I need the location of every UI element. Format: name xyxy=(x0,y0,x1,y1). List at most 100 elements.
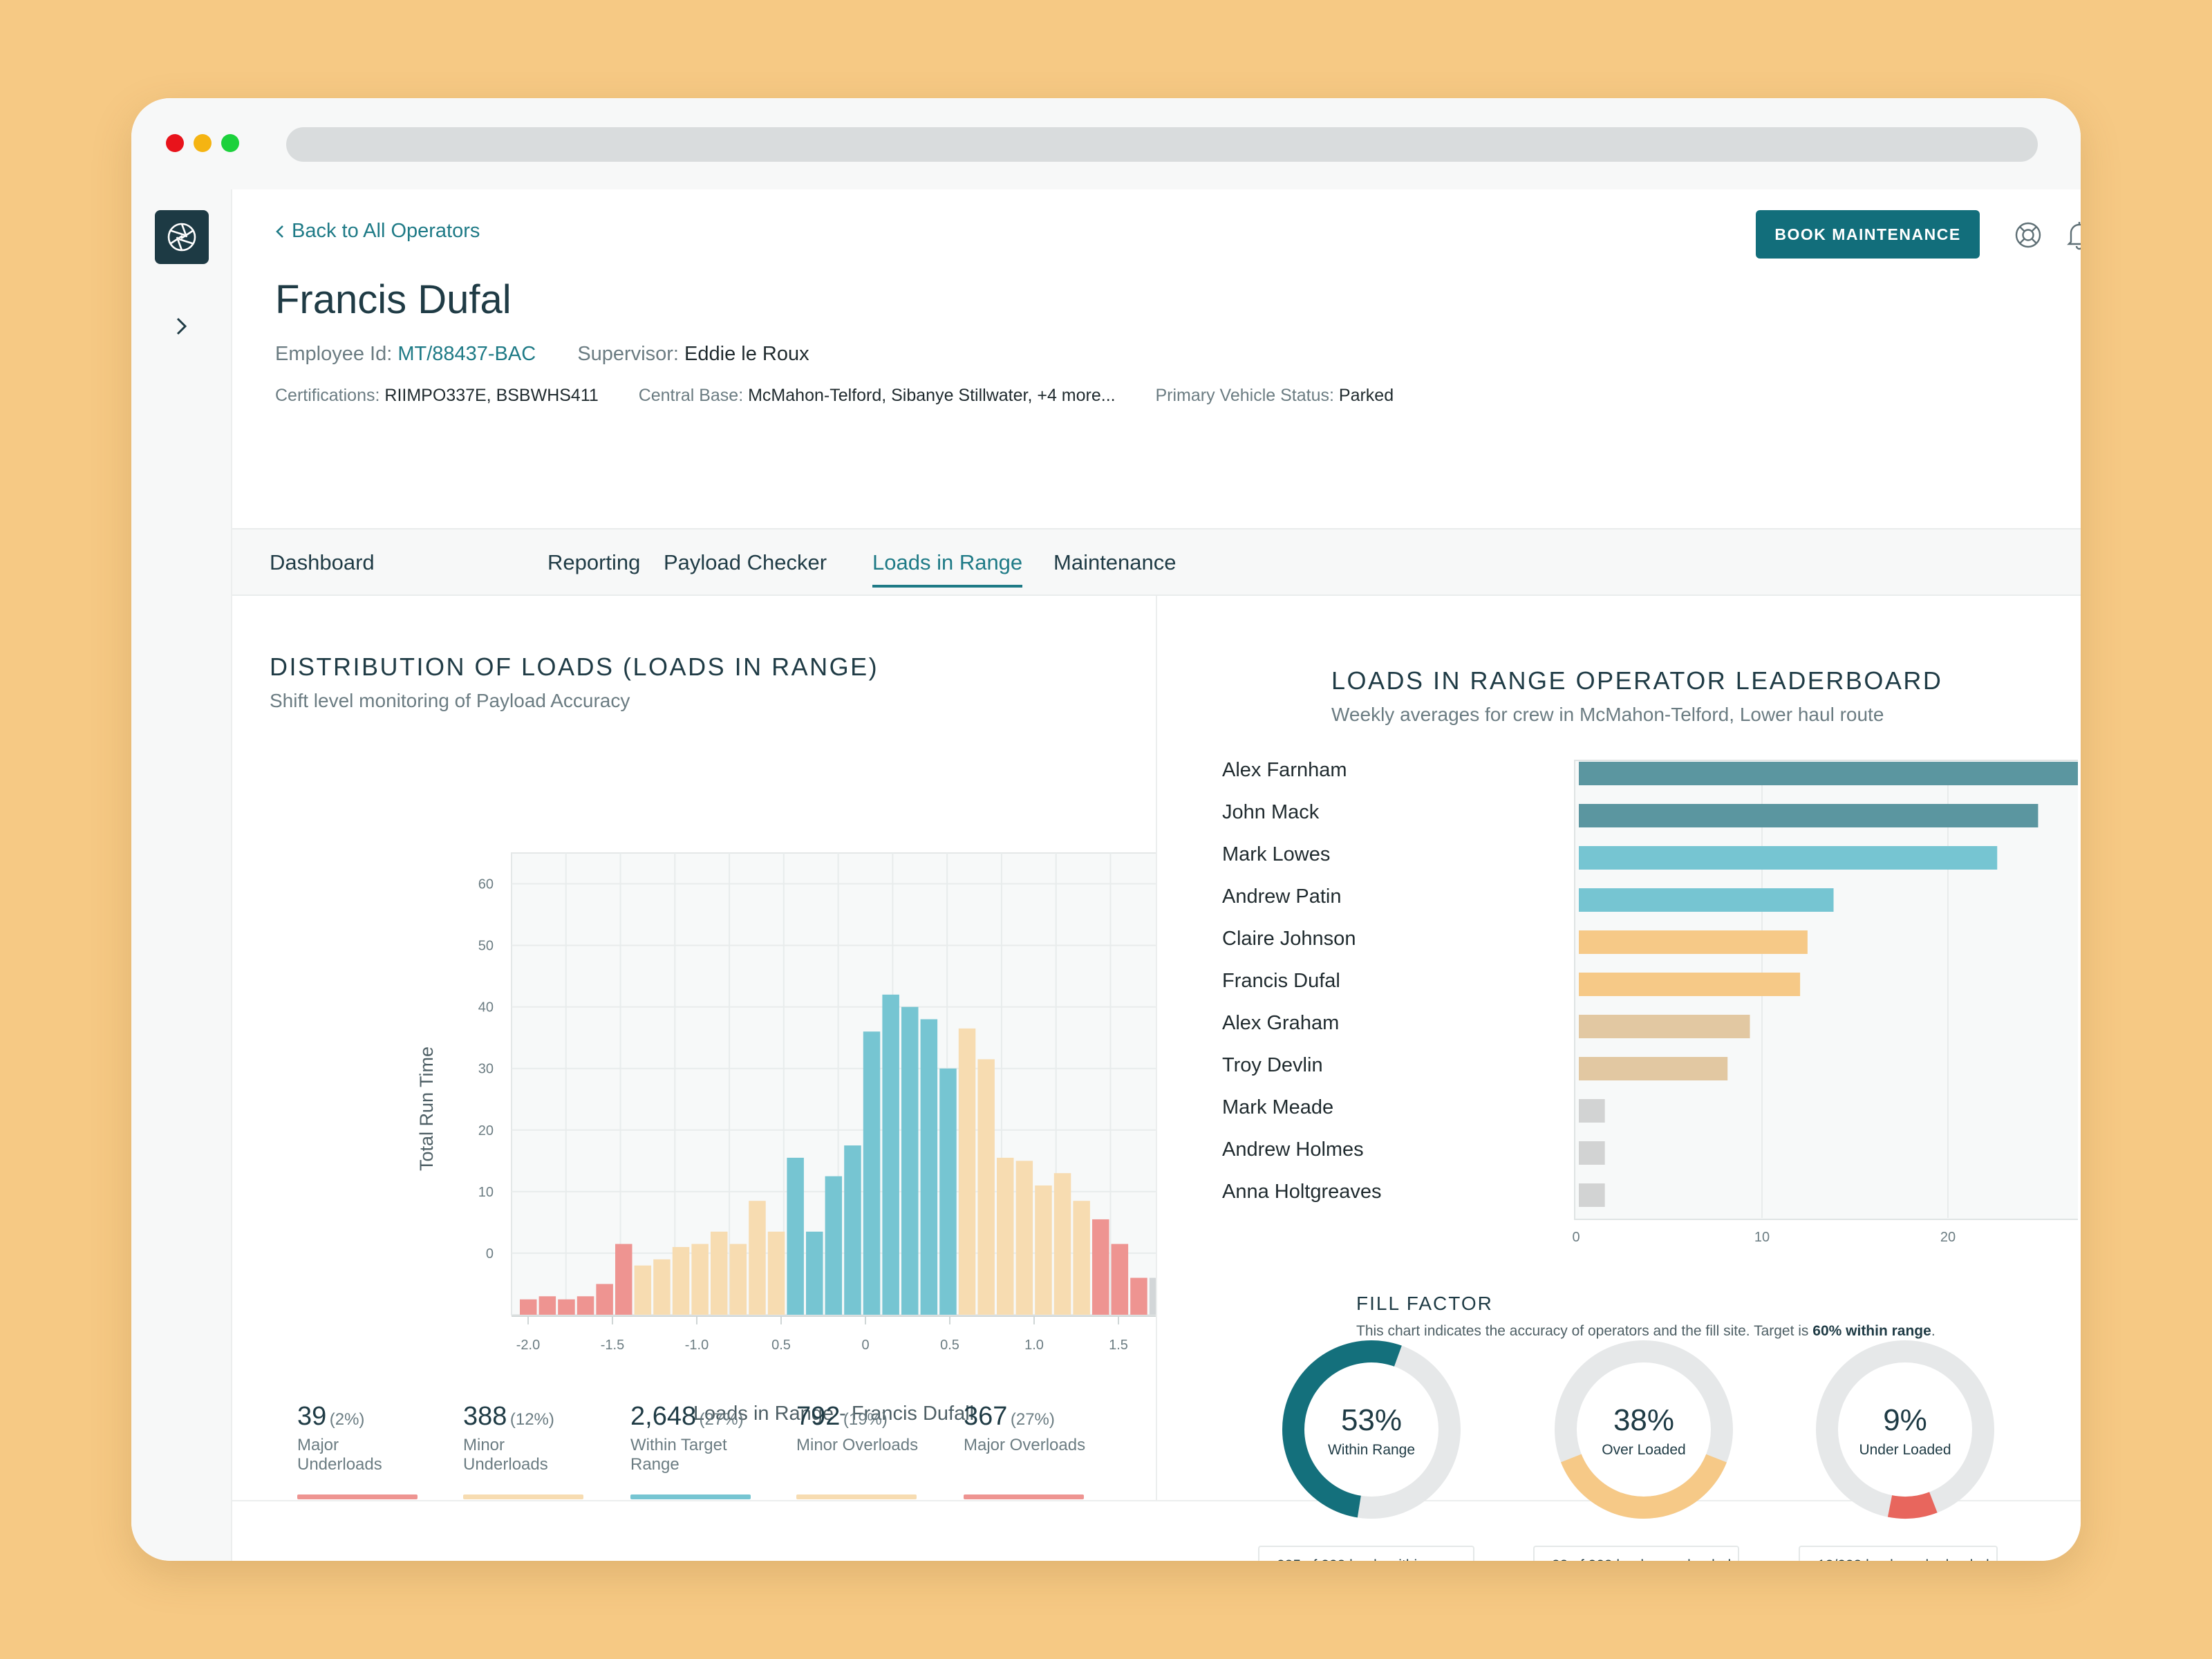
leaderboard-bar xyxy=(1579,762,2078,785)
fill-factor-donut xyxy=(1816,1340,1994,1519)
distribution-ylabel: Total Run Time xyxy=(416,1047,437,1171)
leaderboard-operator-name[interactable]: Alex Farnham xyxy=(1222,759,1347,781)
histogram-bar xyxy=(596,1284,613,1315)
stat-color-bar xyxy=(630,1494,751,1499)
leaderboard-operator-name[interactable]: Andrew Patin xyxy=(1222,885,1342,908)
histogram-bar xyxy=(1073,1201,1090,1315)
main-content: Back to All Operators Francis Dufal Empl… xyxy=(232,189,2081,1561)
employee-id-label: Employee Id: xyxy=(275,343,393,365)
stat-color-bar xyxy=(964,1494,1084,1499)
leaderboard-bar xyxy=(1579,1141,1605,1165)
minimize-window-button[interactable] xyxy=(194,134,212,152)
leaderboard-bar xyxy=(1579,846,1998,870)
donut-summary-pill: 285 of 328 loads within range xyxy=(1258,1546,1475,1561)
operator-name: Francis Dufal xyxy=(275,277,512,322)
close-window-button[interactable] xyxy=(166,134,184,152)
notifications-button[interactable] xyxy=(2063,218,2081,252)
donut-center-label: 53% Within Range xyxy=(1302,1403,1441,1459)
book-maintenance-button[interactable]: BOOK MAINTENANCE xyxy=(1756,210,1980,259)
app-logo[interactable] xyxy=(155,210,209,264)
pill-text: 88 of 328 loads over loaded xyxy=(1552,1557,1731,1561)
x-tick-label: 0 xyxy=(861,1338,869,1353)
chevron-right-icon xyxy=(176,317,187,335)
expand-sidebar-button[interactable] xyxy=(167,312,195,340)
leaderboard-operator-name[interactable]: Mark Lowes xyxy=(1222,843,1331,865)
histogram-bar xyxy=(1092,1219,1109,1315)
donut-percent: 38% xyxy=(1613,1403,1675,1437)
y-tick-label: 10 xyxy=(478,1185,494,1200)
x-tick-label: -2.0 xyxy=(516,1338,540,1353)
histogram-bar xyxy=(691,1244,709,1315)
help-button[interactable] xyxy=(2012,218,2045,252)
bell-icon xyxy=(2067,222,2081,250)
leaderboard-operator-name[interactable]: Francis Dufal xyxy=(1222,970,1340,992)
supervisor-label: Supervisor: xyxy=(577,343,679,365)
tab-payload-checker[interactable]: Payload Checker xyxy=(664,550,827,574)
histogram-bar xyxy=(806,1231,823,1315)
leaderboard-subtitle: Weekly averages for crew in McMahon-Telf… xyxy=(1331,704,1884,725)
distribution-title: DISTRIBUTION OF LOADS (LOADS IN RANGE) xyxy=(270,653,879,681)
operator-meta-secondary: Certifications: RIIMPO337E, BSBWHS411 Ce… xyxy=(275,386,1394,406)
y-tick-label: 40 xyxy=(478,1000,494,1015)
y-tick-label: 50 xyxy=(478,939,494,954)
tab-maintenance[interactable]: Maintenance xyxy=(1053,550,1177,574)
footer-divider xyxy=(232,1500,2081,1501)
leaderboard-operator-name[interactable]: Alex Graham xyxy=(1222,1012,1340,1034)
leaderboard-bar xyxy=(1579,804,2038,827)
leaderboard-bar xyxy=(1579,1099,1605,1123)
fill-factor-target: 60% within range xyxy=(1812,1323,1931,1339)
histogram-bar xyxy=(787,1157,804,1315)
leaderboard-operator-name[interactable]: Andrew Holmes xyxy=(1222,1138,1364,1161)
x-tick-label: 0 xyxy=(1572,1230,1580,1245)
tab-reporting[interactable]: Reporting xyxy=(547,550,641,574)
stat-count: 388 xyxy=(463,1402,507,1431)
histogram-bar xyxy=(729,1244,747,1315)
donut-segment xyxy=(1555,1340,1733,1519)
x-tick-label: 20 xyxy=(1940,1230,1956,1245)
tab-loads-in-range[interactable]: Loads in Range xyxy=(872,550,1023,588)
x-tick-label: -1.0 xyxy=(685,1338,709,1353)
donut-caption: Over Loaded xyxy=(1602,1442,1686,1458)
address-bar[interactable] xyxy=(286,127,2038,162)
load-stat: 792 (19%) Minor Overloads xyxy=(796,1402,921,1499)
stat-percent: (2%) xyxy=(329,1410,365,1429)
donut-percent: 53% xyxy=(1340,1403,1403,1437)
donut-segment xyxy=(1816,1340,1994,1519)
leaderboard-operator-name[interactable]: Mark Meade xyxy=(1222,1096,1334,1118)
histogram-bar xyxy=(520,1299,537,1315)
histogram-bar xyxy=(901,1006,919,1315)
donut-center-label: 9% Under Loaded xyxy=(1836,1403,1974,1459)
back-to-operators-link[interactable]: Back to All Operators xyxy=(275,220,480,243)
leaderboard-operator-name[interactable]: Claire Johnson xyxy=(1222,928,1356,950)
maximize-window-button[interactable] xyxy=(221,134,239,152)
leaderboard-bar xyxy=(1579,973,1801,996)
fill-factor-subtitle-text: This chart indicates the accuracy of ope… xyxy=(1356,1323,1813,1339)
stat-color-bar xyxy=(796,1494,917,1499)
supervisor-value: Eddie le Roux xyxy=(684,343,809,365)
histogram-bar xyxy=(997,1157,1014,1315)
x-tick-label: 0.5 xyxy=(771,1338,791,1353)
load-stat: 2,648 (27%) Within Target Range xyxy=(630,1402,755,1499)
donut-caption: Under Loaded xyxy=(1859,1442,1951,1458)
histogram-bar xyxy=(749,1201,766,1315)
employee-id-value[interactable]: MT/88437-BAC xyxy=(397,343,536,365)
x-tick-label: 0.5 xyxy=(940,1338,959,1353)
leaderboard-bar xyxy=(1579,1015,1750,1038)
histogram-bar xyxy=(977,1059,995,1315)
histogram-bar xyxy=(538,1296,556,1315)
histogram-bar xyxy=(1053,1173,1071,1315)
leaderboard-operator-name[interactable]: John Mack xyxy=(1222,801,1320,823)
aperture-icon xyxy=(167,223,196,252)
operator-meta-primary: Employee Id: MT/88437-BAC Supervisor: Ed… xyxy=(275,343,809,366)
leaderboard-operator-name[interactable]: Anna Holtgreaves xyxy=(1222,1181,1382,1203)
vehicle-status-label: Primary Vehicle Status: xyxy=(1155,386,1334,405)
x-tick-label: 1.0 xyxy=(1024,1338,1044,1353)
tab-dashboard[interactable]: Dashboard xyxy=(270,550,375,574)
histogram-bar xyxy=(653,1259,671,1315)
histogram-bar xyxy=(1130,1277,1147,1315)
histogram-bar xyxy=(882,994,899,1315)
donut-segment xyxy=(1282,1340,1461,1519)
histogram-bar xyxy=(958,1028,976,1315)
stat-percent: (27%) xyxy=(699,1410,744,1429)
leaderboard-operator-name[interactable]: Troy Devlin xyxy=(1222,1054,1323,1076)
